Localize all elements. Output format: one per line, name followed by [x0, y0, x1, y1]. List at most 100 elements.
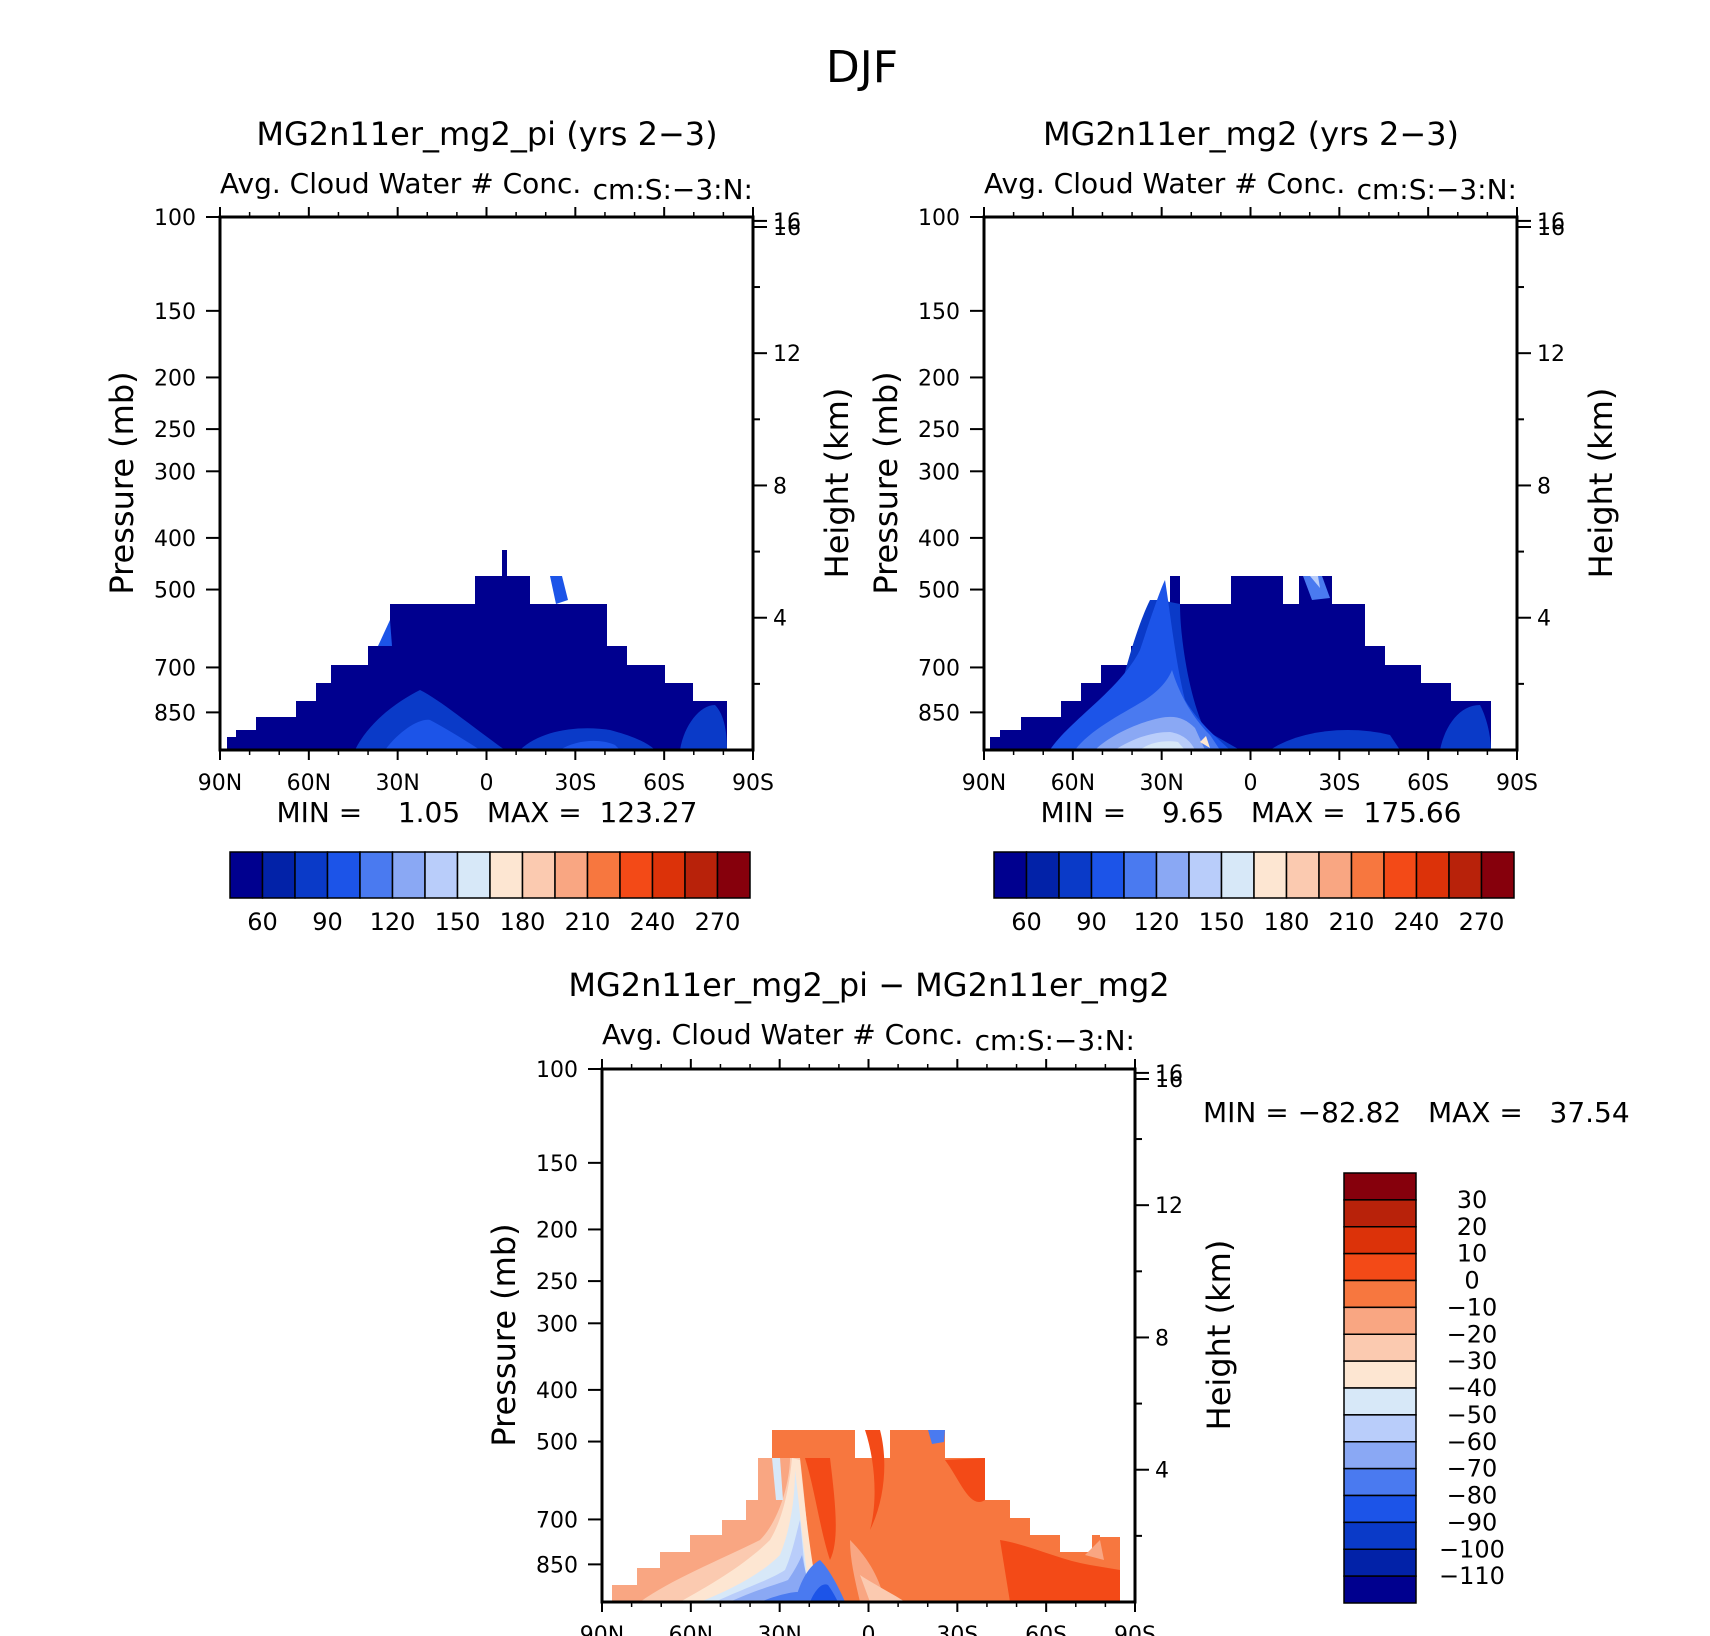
panel-difference-contour-p10b: [865, 1430, 885, 1530]
panel-difference-colorbar-label: −100: [1439, 1535, 1505, 1563]
panel-control-colorbar-box: [1123, 851, 1158, 899]
panel-pi-contour-right-120: [560, 740, 620, 750]
panel-pi-colorbar-box: [716, 851, 751, 899]
panel-difference-contour-p10: [805, 1458, 836, 1560]
panel-difference-contour-n90: [810, 1584, 838, 1602]
panel-difference-colorbar-label: −10: [1447, 1293, 1498, 1321]
panel-difference-pressure-tick-label: 500: [536, 1431, 578, 1456]
panel-control-colorbar-box: [1350, 851, 1385, 899]
panel-difference-contour-p10c: [945, 1458, 985, 1502]
panel-difference-height-tick-label: 16: [1155, 1062, 1183, 1087]
panel-difference-colorbar-box: [1343, 1279, 1417, 1309]
panel-difference-colorbar-box: [1343, 1494, 1417, 1524]
panel-pi-pressure-tick-label: 500: [154, 579, 196, 604]
panel-difference-colorbar-label: −40: [1447, 1374, 1498, 1402]
panel-difference-contour-n40: [700, 1470, 812, 1602]
panel-difference-min-max: MIN = −82.82 MAX = 37.54: [1203, 1096, 1630, 1129]
panel-pi-colorbar-label: 210: [565, 908, 611, 936]
panel-pi-pressure-tick-label: 300: [154, 460, 196, 485]
panel-control-colorbar-box: [1285, 851, 1320, 899]
panel-pi-colorbar-box: [554, 851, 589, 899]
panel-difference-height-tick-label: 12: [1155, 1194, 1183, 1219]
panel-difference: MG2n11er_mg2_pi − MG2n11er_mg2 Avg. Clou…: [485, 966, 1630, 1636]
panel-difference-units-label: cm:S:−3:N:: [975, 1024, 1135, 1057]
panel-control-colorbar-label: 90: [1076, 908, 1107, 936]
panel-control-colorbar-label: 210: [1329, 908, 1375, 936]
panel-control-frame: [982, 215, 1519, 752]
panel-difference-title: MG2n11er_mg2_pi − MG2n11er_mg2: [568, 966, 1169, 1004]
panel-difference-variable-label: Avg. Cloud Water # Conc.: [602, 1018, 963, 1051]
panel-pi-patch: [378, 620, 392, 646]
panel-pi-patch: [550, 576, 568, 604]
panel-control-colorbar-box: [1220, 851, 1255, 899]
panel-difference-colorbar-label: −60: [1447, 1428, 1498, 1456]
panel-control-pressure-tick-label: 300: [918, 460, 960, 485]
panel-control-colorbar: 60 90 120 150 180 210 240 270: [993, 851, 1515, 936]
panel-pi-contour-edge: [680, 705, 727, 750]
panel-control-min-max: MIN = 9.65 MAX = 175.66: [1041, 796, 1462, 829]
panel-pi-colorbar: 60 90 120 150 180 210 240 270: [229, 851, 751, 936]
panel-control-pressure-tick-label: 500: [918, 579, 960, 604]
panel-control-colorbar-box: [1383, 851, 1418, 899]
panel-difference-colorbar-box: [1343, 1414, 1417, 1443]
panel-pi-pressure-axis-label: Pressure (mb): [103, 371, 141, 594]
panel-difference-height-axis-label: Height (km): [1200, 1240, 1238, 1431]
panel-pi-pressure-ticks: 100 150 200 250 300 400 500 700 850: [154, 206, 220, 726]
panel-pi-height-tick-label: 16: [773, 210, 801, 235]
panel-control-colorbar-box: [993, 851, 1028, 899]
panel-difference-pressure-tick-label: 300: [536, 1312, 578, 1337]
panel-control-height-tick-label: 12: [1537, 342, 1565, 367]
panel-difference-lat-tick-label: 60N: [669, 1623, 713, 1636]
panel-pi-colorbar-box: [586, 851, 621, 899]
panel-difference-colorbar-box: [1343, 1172, 1417, 1201]
panel-pi-contour-120: [385, 719, 480, 750]
panel-control-colorbar-box: [1090, 851, 1125, 899]
panel-control-pressure-tick-label: 250: [918, 418, 960, 443]
panel-difference-contour-n60: [730, 1555, 812, 1602]
panel-difference-lat-tick-label: 90N: [580, 1623, 624, 1636]
panel-pi-lat-tick-label: 90S: [732, 771, 774, 796]
panel-difference-pressure-ticks: 100 150 200 250 300 400 500 700 850: [536, 1058, 602, 1578]
panel-control-colorbar-label: 150: [1199, 908, 1245, 936]
panel-control-pressure-axis-label: Pressure (mb): [867, 371, 905, 594]
panel-control-colorbar-label: 240: [1394, 908, 1440, 936]
panel-pi-colorbar-box: [359, 851, 394, 899]
panel-control-units-label: cm:S:−3:N:: [1357, 173, 1517, 206]
panel-control-title: MG2n11er_mg2 (yrs 2−3): [1043, 115, 1459, 153]
panel-difference-colorbar-box: [1343, 1548, 1417, 1577]
panel-pi-frame: [218, 215, 755, 752]
panel-pi-colorbar-box: [229, 851, 264, 899]
panel-pi-colorbar-box: [489, 851, 524, 899]
panel-control-contour-edge: [1440, 705, 1491, 750]
figure-title: DJF: [826, 42, 898, 93]
panel-pi-colorbar-box: [619, 851, 654, 899]
panel-difference-lat-tick-label: 0: [862, 1623, 876, 1636]
panel-difference-contour-n10: [860, 1575, 905, 1602]
panel-difference-pressure-tick-label: 850: [536, 1553, 578, 1578]
panel-difference-colorbar-box: [1343, 1360, 1417, 1389]
panel-pi-pressure-tick-label: 400: [154, 527, 196, 552]
panel-difference-colorbar-label: −50: [1447, 1401, 1498, 1429]
panel-pi-pressure-tick-label: 150: [154, 300, 196, 325]
panel-difference-colorbar-box: [1343, 1387, 1417, 1416]
panel-control-variable-label: Avg. Cloud Water # Conc.: [984, 167, 1345, 200]
panel-pi-colorbar-label: 90: [312, 908, 343, 936]
panel-control-colorbar-label: 180: [1264, 908, 1310, 936]
panel-difference-height-tick-label: 4: [1155, 1459, 1169, 1484]
panel-control-contour-175: [1140, 741, 1185, 750]
panel-pi-contour-right-90: [520, 728, 655, 750]
panel-control-contour-peak: [1200, 736, 1210, 748]
panel-difference-height-tick-label: 16: [1155, 1068, 1183, 1093]
panel-difference-colorbar-label: −20: [1447, 1320, 1498, 1348]
panel-difference-patch: [928, 1430, 945, 1444]
panel-pi-lat-ticks: 90N 60N 30N 0 30S 60S 90S: [198, 207, 774, 796]
panel-difference-colorbar-label: 10: [1457, 1240, 1488, 1268]
panel-pi-height-tick-label: 16: [773, 216, 801, 241]
panel-difference-colorbar-box: [1343, 1441, 1417, 1470]
panel-pi-height-tick-label: 12: [773, 342, 801, 367]
panel-difference-height-tick-label: 8: [1155, 1326, 1169, 1351]
panel-control-contour-right: [1270, 730, 1400, 750]
